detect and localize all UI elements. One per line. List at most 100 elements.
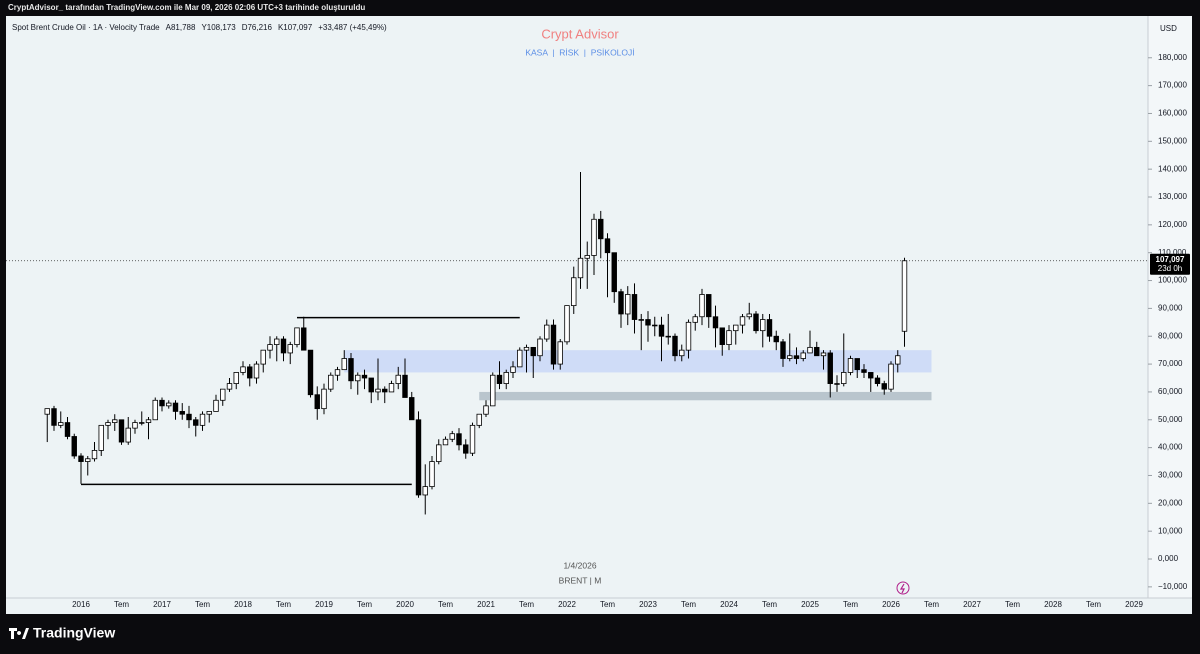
candle-body (692, 316, 698, 323)
candle-body (226, 383, 233, 390)
y-tick-label: 0,000 (1158, 554, 1179, 563)
candle-body (490, 374, 496, 407)
x-tick-label: Tem (357, 600, 372, 609)
symbol-note: BRENT | M (559, 575, 602, 585)
y-tick-label: 70,000 (1158, 359, 1183, 368)
y-tick-label: 170,000 (1158, 81, 1187, 90)
candle-body (625, 294, 631, 315)
candle-body (679, 349, 685, 357)
legend-value: Y108,173 (201, 23, 236, 32)
event-icon[interactable] (896, 581, 910, 595)
candle-body (712, 316, 719, 329)
candle-body (253, 363, 260, 379)
candle-body (78, 455, 84, 462)
legend-value: K107,097 (278, 23, 313, 32)
caption: CryptAdvisor_ tarafından TradingView.com… (8, 3, 365, 12)
last-price-label: 107,097 (1156, 255, 1185, 264)
candle-body (375, 388, 381, 393)
candle-body (260, 349, 266, 365)
candle-body (861, 369, 867, 373)
candle-body (267, 344, 273, 351)
candle-body (307, 349, 314, 396)
candle-body (733, 324, 739, 332)
candle-body (847, 358, 854, 373)
candle-body (206, 411, 212, 415)
x-tick-label: Tem (195, 600, 210, 609)
candle-body (841, 372, 847, 384)
candle-body (429, 461, 435, 488)
x-tick-label: Tem (1086, 600, 1101, 609)
candle-body (415, 419, 422, 496)
candle-body (64, 422, 71, 437)
candle-body (233, 372, 239, 384)
candle-body (409, 397, 415, 421)
candle-body (98, 424, 104, 451)
x-tick-label: 2022 (558, 600, 576, 609)
candle-body (834, 383, 840, 385)
price-axis-panel (1148, 16, 1192, 598)
candle-body (314, 394, 320, 410)
candle-body (888, 363, 894, 390)
candle-body (321, 388, 327, 410)
legend-value: A81,788 (166, 23, 196, 32)
x-tick-label: Tem (681, 600, 696, 609)
candle-body (719, 327, 725, 345)
candle-body (537, 338, 543, 357)
candle-body (51, 408, 57, 426)
x-tick-label: Tem (924, 600, 939, 609)
candle-body (368, 377, 374, 393)
candle-body (456, 433, 462, 446)
candle-body (854, 358, 860, 371)
watermark-subtitle: KASA | RİSK | PSİKOLOJİ (525, 47, 634, 57)
x-tick-label: 2016 (72, 600, 90, 609)
candle-body (132, 422, 138, 429)
y-tick-label: 80,000 (1158, 331, 1183, 340)
candle-body (652, 324, 658, 327)
plot: −10,000 0,000 10,000 20,000 30,000 40,000 50,0… (6, 53, 1190, 609)
candle-body (476, 413, 482, 426)
event-icon-bolt (899, 583, 905, 594)
candle-body (544, 324, 550, 340)
candle-body (463, 444, 469, 454)
x-tick-label: 2024 (720, 600, 738, 609)
y-tick-label: 20,000 (1158, 498, 1183, 507)
x-tick-label: 2020 (396, 600, 414, 609)
candle-body (382, 388, 388, 393)
candle-body (71, 436, 77, 457)
candle-body (85, 458, 91, 462)
candle-body (881, 383, 887, 390)
x-tick-label: Tem (762, 600, 777, 609)
candle-body (294, 327, 300, 345)
y-tick-label: 40,000 (1158, 443, 1183, 452)
candle-body (247, 366, 253, 379)
logo-mark (9, 628, 29, 639)
candle-body (665, 335, 671, 338)
countdown-label: 23d 0h (1158, 264, 1182, 273)
candle-body (220, 388, 226, 401)
candle-body (510, 366, 516, 373)
y-tick-label: 150,000 (1158, 136, 1187, 145)
candle-body (557, 341, 563, 365)
candle-body (436, 444, 442, 462)
y-tick-label: 130,000 (1158, 192, 1187, 201)
candle-body (523, 346, 530, 351)
legend-value: D76,216 (242, 23, 273, 32)
candle-body (820, 352, 827, 357)
candle-body (571, 277, 577, 307)
candle-body (766, 319, 773, 337)
x-tick-label: 2018 (234, 600, 252, 609)
candle-body (469, 424, 476, 454)
candle-body (658, 324, 665, 337)
candle-body (827, 352, 833, 384)
candle-body (793, 355, 800, 359)
watermark-title: Crypt Advisor (541, 26, 619, 41)
candle-body (584, 255, 590, 259)
candle-body (287, 344, 293, 354)
candle-body (773, 335, 779, 343)
candle-body (564, 305, 570, 343)
y-tick-label: 100,000 (1158, 276, 1187, 285)
candle-body (280, 338, 287, 354)
y-tick-label: 160,000 (1158, 109, 1187, 118)
candle-body (787, 355, 793, 359)
y-tick-label: 30,000 (1158, 471, 1183, 480)
